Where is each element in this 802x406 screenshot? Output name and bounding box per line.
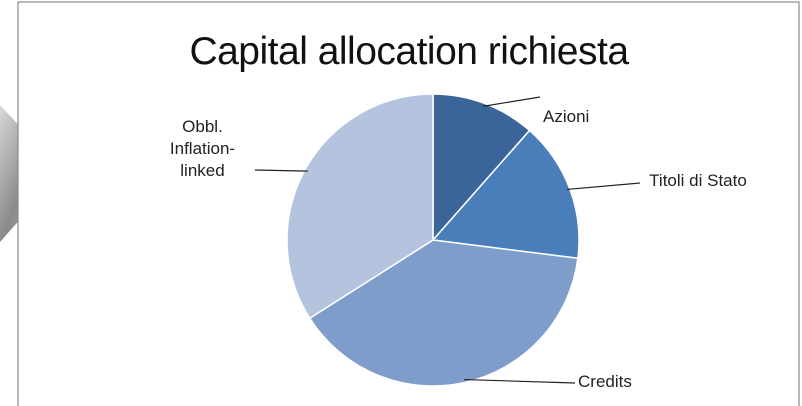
leader-line <box>254 169 308 172</box>
pie <box>254 93 641 387</box>
slice-label: Credits <box>578 372 632 391</box>
slice-label: Azioni <box>543 107 590 126</box>
pie-slice <box>432 93 531 242</box>
pie-slice <box>286 93 434 320</box>
slice-label: Obbl. Inflation-linked <box>169 117 236 180</box>
slice-label: Titoli di Stato <box>649 171 747 190</box>
pie-slice <box>431 129 580 260</box>
leader-line <box>464 378 576 384</box>
chart-title: Capital allocation richiesta <box>189 30 629 73</box>
leader-line <box>566 182 641 191</box>
leader-line <box>483 96 541 107</box>
